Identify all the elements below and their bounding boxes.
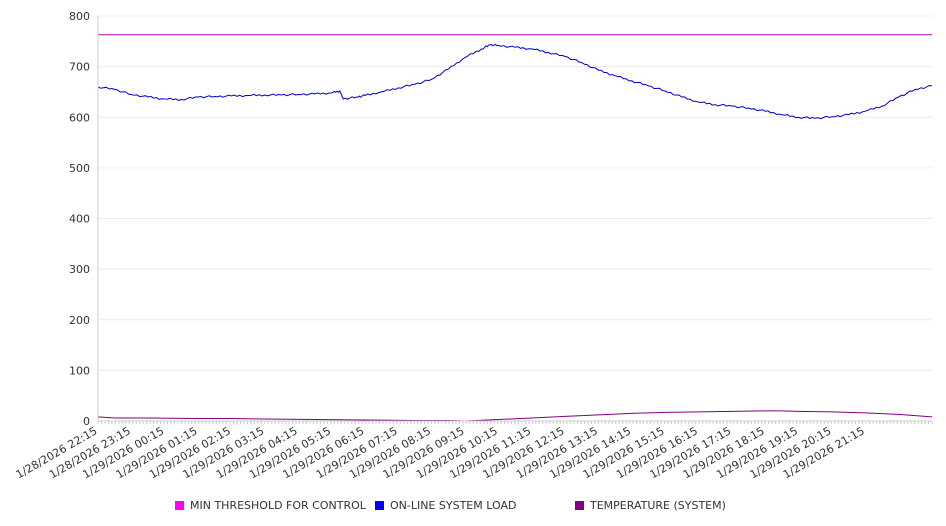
y-tick-label: 300: [69, 263, 90, 276]
y-tick-label: 200: [69, 314, 90, 327]
legend-swatch-temperature: [575, 501, 584, 510]
series-lines: [97, 34, 933, 422]
legend: MIN THRESHOLD FOR CONTROL ON-LINE SYSTEM…: [0, 499, 946, 513]
series-line-1: [97, 43, 933, 120]
y-tick-label: 400: [69, 213, 90, 226]
legend-item-min-threshold[interactable]: MIN THRESHOLD FOR CONTROL: [175, 499, 366, 512]
y-tick-label: 0: [83, 415, 90, 428]
legend-swatch-min-threshold: [175, 501, 184, 510]
y-tick-label: 100: [69, 364, 90, 377]
legend-swatch-system-load: [375, 501, 384, 510]
line-chart: 0 100 200 300 400 500 600 700 800 1/28/2026 22:1…: [14, 10, 933, 481]
y-axis-tick-labels: 0 100 200 300 400 500 600 700 800: [69, 10, 90, 428]
series-line-2: [97, 410, 933, 422]
legend-label-temperature: TEMPERATURE (SYSTEM): [590, 499, 726, 512]
legend-item-system-load[interactable]: ON-LINE SYSTEM LOAD: [375, 499, 516, 512]
legend-label-system-load: ON-LINE SYSTEM LOAD: [390, 499, 517, 512]
grid-lines: [97, 15, 933, 424]
y-tick-label: 600: [69, 111, 90, 124]
x-axis-tick-labels: 1/28/2026 22:151/28/2026 23:151/29/2026 …: [14, 424, 867, 481]
y-tick-label: 800: [69, 10, 90, 23]
legend-label-min-threshold: MIN THRESHOLD FOR CONTROL: [190, 499, 366, 512]
y-tick-label: 500: [69, 162, 90, 175]
y-tick-label: 700: [69, 61, 90, 74]
legend-item-temperature[interactable]: TEMPERATURE (SYSTEM): [575, 499, 726, 512]
